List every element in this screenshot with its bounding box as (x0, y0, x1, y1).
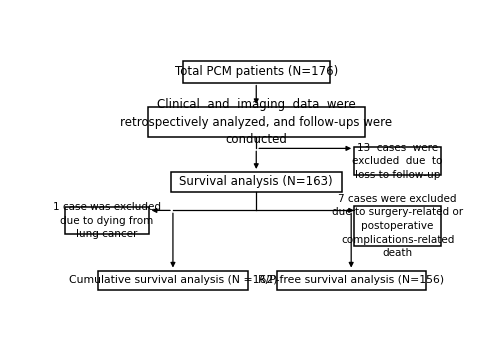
Text: Cumulative survival analysis (N =162): Cumulative survival analysis (N =162) (68, 275, 277, 285)
Text: R/P-free survival analysis (N=156): R/P-free survival analysis (N=156) (258, 275, 444, 285)
Text: 1 case was excluded
due to dying from
lung cancer: 1 case was excluded due to dying from lu… (53, 202, 161, 239)
FancyBboxPatch shape (182, 61, 330, 83)
Text: Clinical  and  imaging  data  were
retrospectively analyzed, and follow-ups were: Clinical and imaging data were retrospec… (120, 98, 392, 146)
FancyBboxPatch shape (148, 107, 365, 137)
Text: 13  cases  were
excluded  due  to
loss to follow-up: 13 cases were excluded due to loss to fo… (352, 143, 443, 180)
FancyBboxPatch shape (276, 271, 426, 290)
FancyBboxPatch shape (98, 271, 248, 290)
FancyBboxPatch shape (66, 207, 148, 235)
FancyBboxPatch shape (354, 148, 442, 175)
FancyBboxPatch shape (354, 206, 442, 246)
Text: Survival analysis (N=163): Survival analysis (N=163) (180, 175, 333, 188)
Text: 7 cases were excluded
due to surgery-related or
postoperative
complications-rela: 7 cases were excluded due to surgery-rel… (332, 194, 463, 258)
Text: Total PCM patients (N=176): Total PCM patients (N=176) (174, 65, 338, 78)
FancyBboxPatch shape (171, 172, 342, 192)
